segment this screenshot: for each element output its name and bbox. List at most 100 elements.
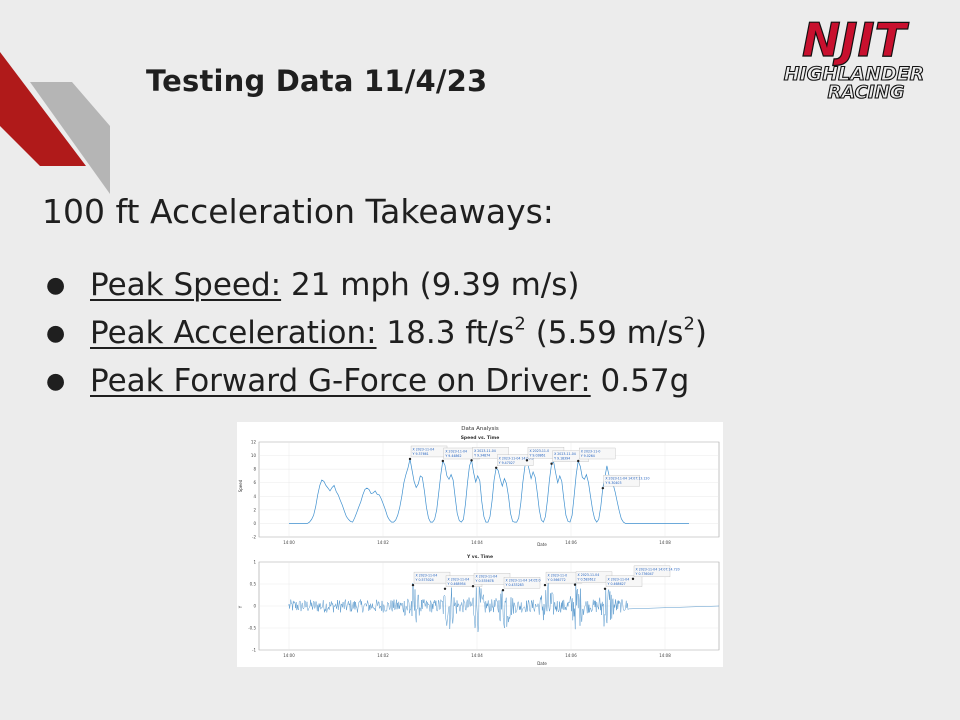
y-datatip-y: Y 0.433283 — [506, 583, 524, 587]
bullet-key: Peak Speed: — [90, 267, 282, 303]
logo-njit: NJIT — [802, 14, 910, 67]
speed-datatip-marker — [441, 459, 445, 463]
speed-datatip-marker — [525, 459, 529, 462]
y-xtick-label: 14:04 — [471, 653, 483, 658]
speed-datatip-marker — [494, 466, 498, 469]
speed-datatip-marker — [601, 486, 605, 490]
y-ytick-label: 0 — [253, 604, 256, 609]
speed-datatip-box — [603, 474, 640, 487]
speed-ytick-label: 12 — [251, 440, 257, 445]
speed-xtick-label: 14:02 — [377, 540, 389, 545]
speed-ytick-label: 8 — [253, 467, 256, 472]
speed-datatip-x: X 2023-11-04 14:07:13.120 — [605, 477, 649, 481]
bullet-icon: ● — [46, 273, 66, 298]
speed-datatip-marker — [550, 462, 553, 465]
bullet-value: (5.59 m/s — [525, 315, 684, 351]
y-datatip-x: X 2023-11-04 — [578, 573, 600, 577]
y-plot-title: Y vs. Time — [466, 554, 493, 560]
speed-datatip-marker — [577, 459, 580, 463]
grey-slash — [30, 82, 110, 194]
y-datatip-marker — [631, 577, 635, 581]
list-item: ● Peak Acceleration: 18.3 ft/s2 (5.59 m/s… — [46, 312, 707, 360]
bullet-icon: ● — [46, 321, 66, 346]
bullet-value: ) — [694, 315, 708, 351]
speed-ytick-label: 2 — [253, 507, 256, 512]
speed-datatip-y: Y 9.44862 — [445, 454, 461, 458]
speed-plot-title: Speed vs. Time — [461, 435, 500, 441]
y-ytick-label: -0.5 — [248, 626, 256, 631]
speed-datatip-x: X 2023-11-04 14:05:0 — [499, 456, 534, 460]
data-analysis-figure: Data Analysis Speed vs. Time Date Speed … — [237, 422, 723, 667]
bullet-value: 0.57g — [590, 363, 690, 399]
takeaways-list: ● Peak Speed: 21 mph (9.39 m/s) ● Peak Acc… — [46, 264, 707, 408]
speed-xtick-label: 14:00 — [283, 540, 295, 545]
speed-datatip-y: Y 9.34874 — [474, 453, 490, 457]
corner-decoration — [0, 52, 110, 194]
y-xtick-label: 14:02 — [377, 653, 389, 658]
y-datatip-box — [503, 577, 541, 589]
logo-racing: RACING — [828, 82, 905, 102]
y-datatip-y: Y 0.573024 — [416, 578, 434, 582]
y-datatip-x: X 2023-11-04 — [416, 574, 438, 578]
y-xlabel: Date — [537, 661, 547, 666]
speed-datatip-y: Y 9.18394 — [554, 457, 570, 461]
y-ytick-label: 1 — [253, 560, 256, 565]
y-datatip-y: Y 0.736047 — [636, 572, 654, 576]
bullet-key: Peak Forward G-Force on Driver: — [90, 363, 591, 399]
red-slash — [0, 52, 86, 166]
y-datatip-x: X 2023-11-0 — [548, 574, 568, 578]
speed-datatip-x: X 2023-11-0 — [529, 449, 549, 453]
y-ytick-label: 0.5 — [250, 582, 257, 587]
y-datatip-y: Y 0.583612 — [578, 578, 596, 582]
speed-ytick-label: 4 — [253, 494, 256, 499]
figure-title: Data Analysis — [461, 426, 499, 432]
y-datatip-box — [633, 565, 671, 578]
y-datatip-y: Y 0.468954 — [448, 582, 466, 586]
y-datatip-y: Y 0.468627 — [608, 582, 626, 586]
speed-datatip-x: X 2023-11-0 — [581, 450, 601, 454]
speed-ytick-label: 6 — [253, 480, 256, 485]
speed-datatip-box — [497, 454, 534, 466]
y-xtick-label: 14:08 — [659, 653, 671, 658]
bullet-icon: ● — [46, 369, 66, 394]
y-datatip-y: Y 0.566772 — [548, 578, 566, 582]
y-datatip-marker — [543, 583, 547, 587]
y-datatip-marker — [573, 583, 577, 586]
y-series-line — [288, 582, 720, 632]
y-ylabel: Y — [238, 605, 243, 609]
list-item: ● Peak Forward G-Force on Driver: 0.57g — [46, 360, 707, 408]
speed-datatip-y: Y 9.47027 — [499, 461, 515, 465]
speed-datatip-y: Y 9.03861 — [529, 453, 545, 457]
superscript: 2 — [514, 313, 526, 335]
speed-datatip-marker — [408, 457, 412, 461]
speed-ytick-label: 0 — [253, 521, 256, 526]
y-datatip-marker — [603, 587, 607, 590]
speed-xlabel: Date — [537, 542, 547, 547]
speed-datatip-y: Y 9.0264 — [581, 454, 595, 458]
speed-datatip-x: X 2023-11-04 — [554, 452, 576, 456]
y-datatip-x: X 2023-11-04 14:05:0 — [506, 579, 541, 583]
y-datatip-marker — [411, 583, 415, 587]
speed-xtick-label: 14:08 — [659, 540, 671, 545]
y-xtick-label: 14:06 — [565, 653, 577, 658]
speed-ytick-label: -2 — [252, 535, 256, 540]
y-datatip-box — [605, 575, 643, 587]
speed-datatip-y: Y 9.37661 — [413, 452, 429, 456]
y-datatip-x: X 2023-11-04 — [608, 577, 630, 581]
bullet-value: 18.3 ft/s — [376, 315, 515, 351]
superscript: 2 — [683, 313, 695, 335]
y-datatip-marker — [501, 589, 505, 592]
speed-ylabel: Speed — [238, 479, 243, 492]
slide-title: Testing Data 11/4/23 — [146, 64, 488, 98]
y-ytick-label: -1 — [252, 648, 256, 653]
speed-series-line — [289, 458, 689, 524]
y-datatip-x: X 2023-11-04 14:07:14.720 — [636, 567, 680, 571]
speed-ytick-label: 10 — [251, 453, 257, 458]
speed-datatip-box — [472, 447, 509, 459]
y-datatip-y: Y 0.535678 — [476, 579, 494, 583]
list-item: ● Peak Speed: 21 mph (9.39 m/s) — [46, 264, 707, 312]
y-datatip-marker — [443, 587, 447, 590]
y-datatip-x: X 2023-11-04 — [476, 575, 498, 579]
speed-xtick-label: 14:06 — [565, 540, 577, 545]
